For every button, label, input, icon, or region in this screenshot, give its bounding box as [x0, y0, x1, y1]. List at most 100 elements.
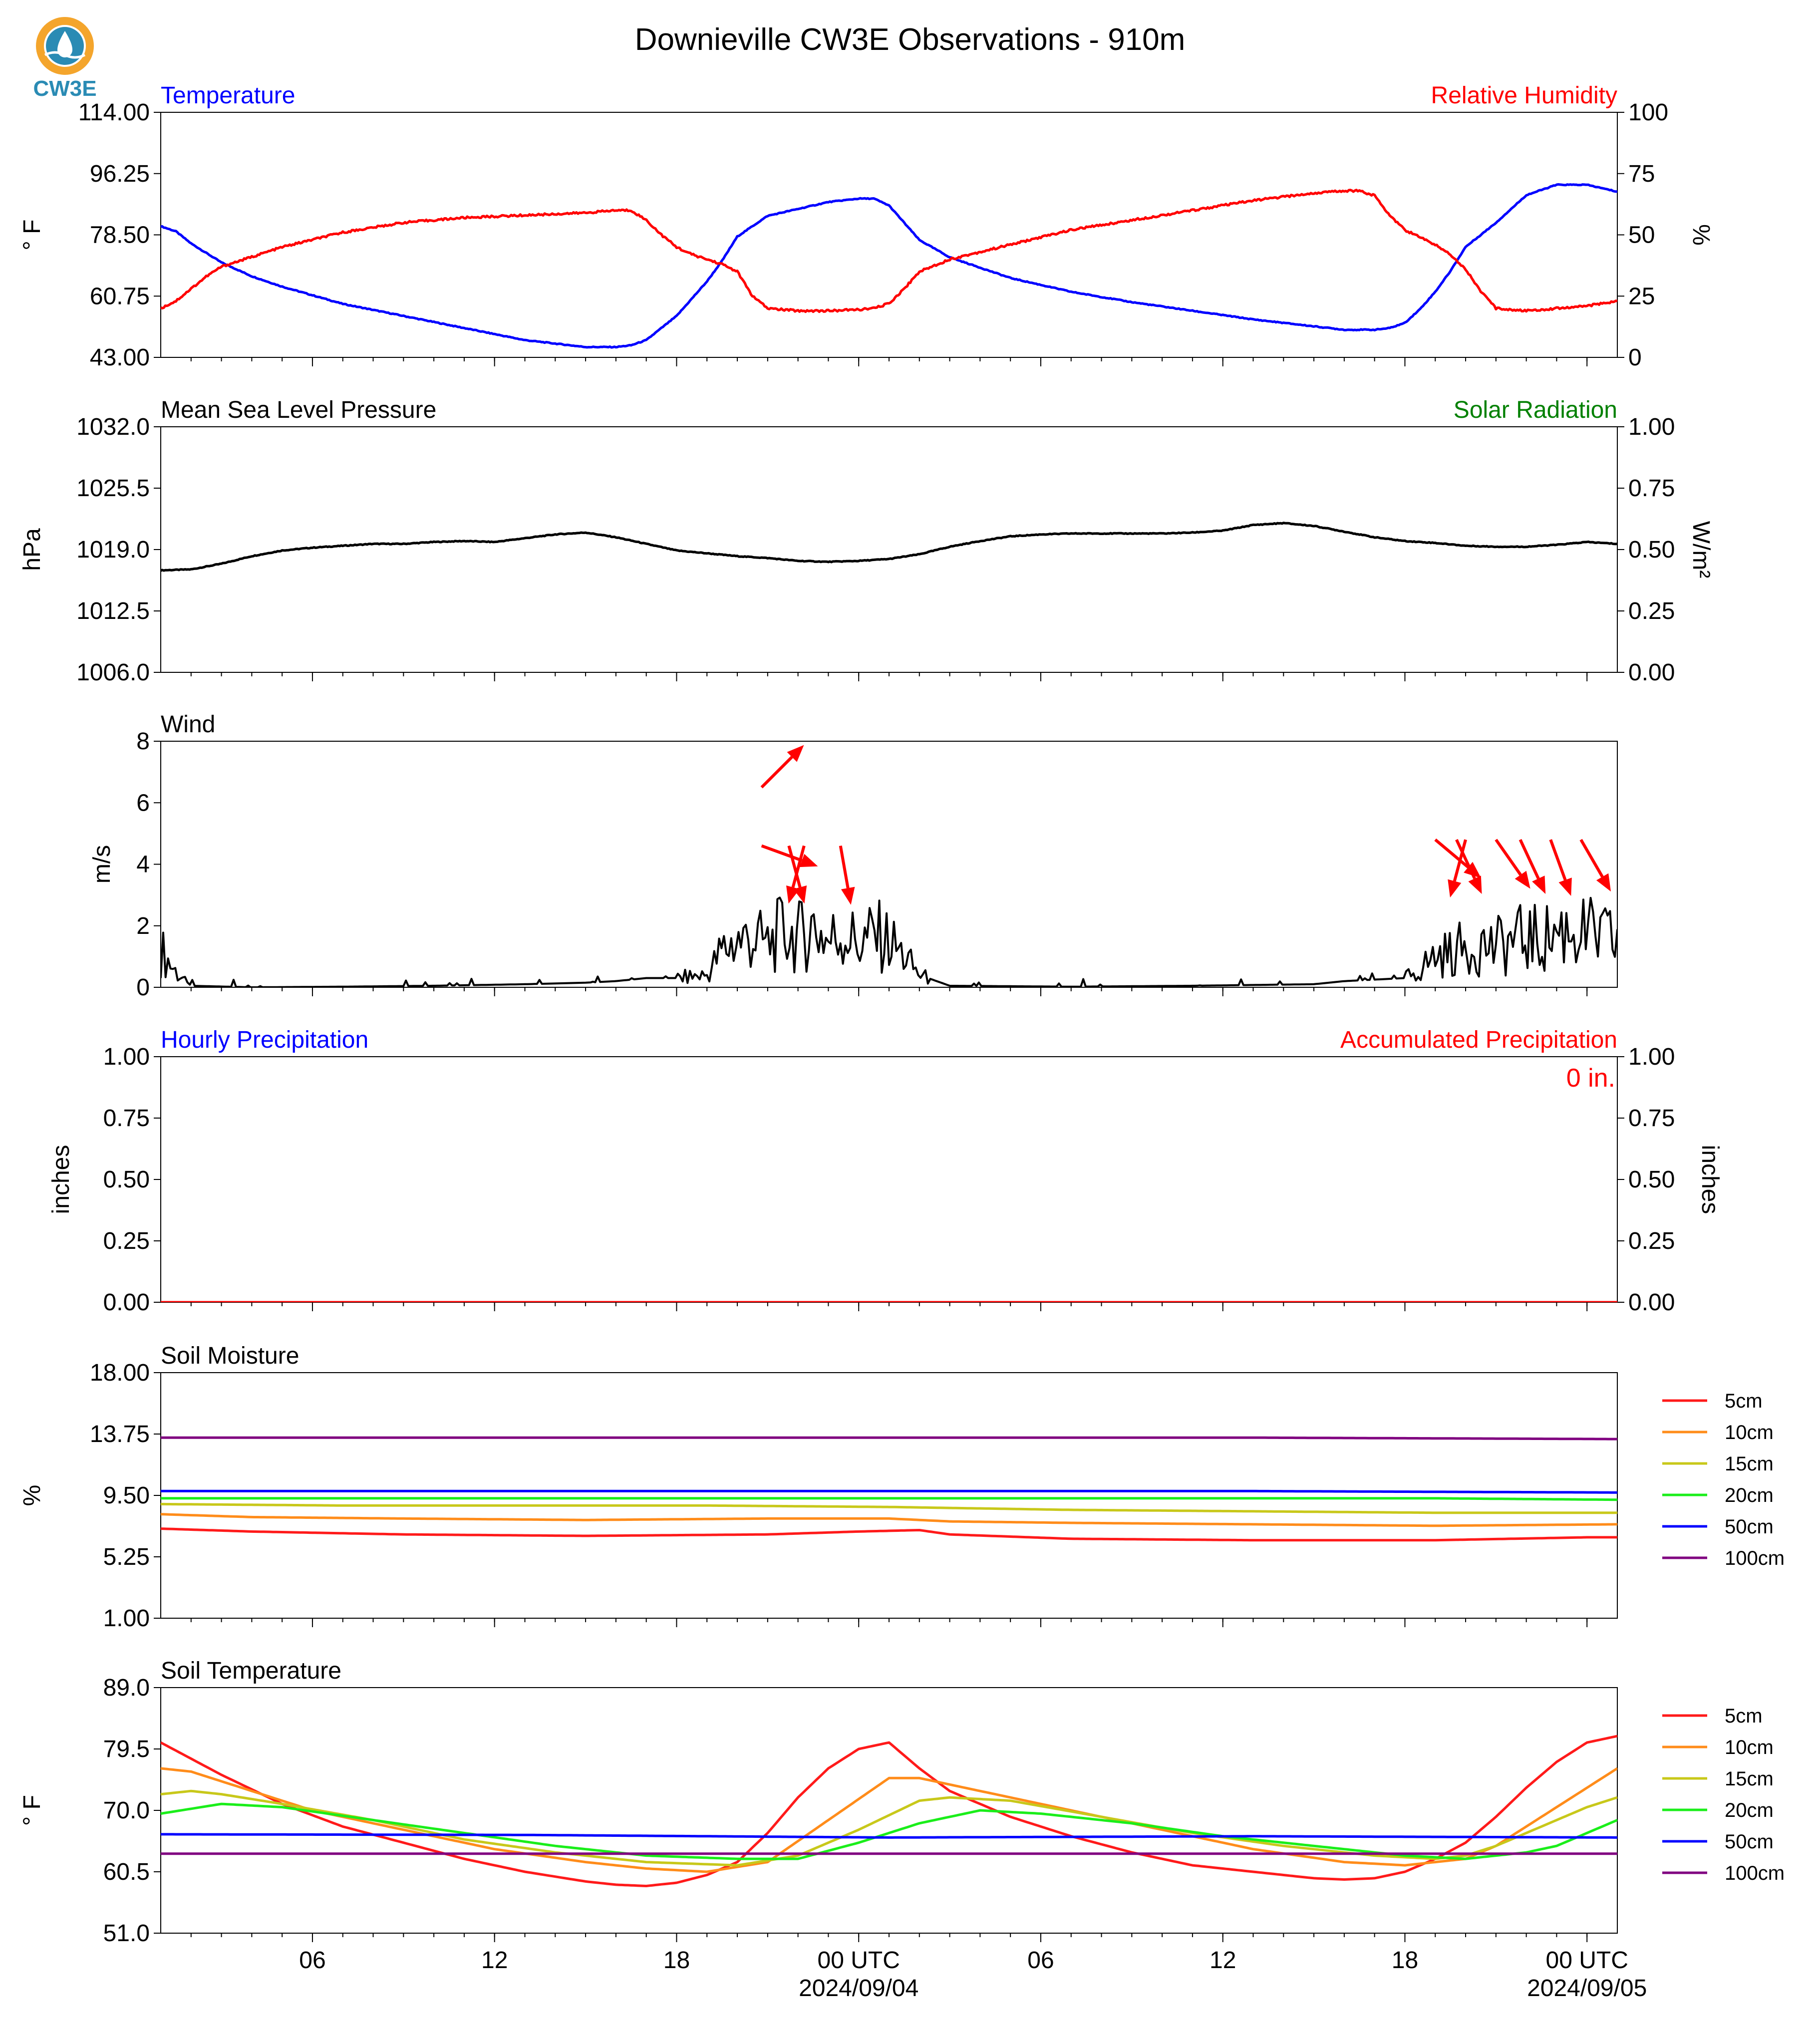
- soil_moisture-ytick-label: 18.00: [90, 1360, 150, 1386]
- precipitation-ytick-label: 0.50: [103, 1166, 150, 1193]
- wind-arrow-shaft: [760, 756, 793, 789]
- wind-arrow-shaft: [1579, 839, 1604, 878]
- wind-direction-arrows: [760, 745, 1611, 905]
- temperature-ytick-label: 96.25: [90, 161, 150, 187]
- pressure-title: Mean Sea Level Pressure: [161, 397, 436, 423]
- wind-series-group: [161, 745, 1617, 987]
- soil_moisture-series-10cm: [161, 1513, 1617, 1527]
- precipitation-ytick-label: 0.75: [103, 1105, 150, 1132]
- temperature-ytick-right-label: 50: [1628, 222, 1655, 249]
- soil_moisture-ytick-label: 9.50: [103, 1482, 150, 1509]
- temperature-ylabel: ° F: [19, 220, 45, 251]
- panel-wind: Wind 0 2 4 6 8 m/s: [89, 711, 1618, 1001]
- wind-arrow-head: [1468, 875, 1482, 894]
- soil_moisture-ytick-label: 13.75: [90, 1421, 150, 1448]
- precipitation-ylabel-right: inches: [1697, 1145, 1723, 1214]
- temperature-ytick-right-label: 75: [1628, 161, 1655, 187]
- wind-ytick-label: 6: [136, 790, 150, 816]
- wind-arrow-head: [1515, 870, 1530, 889]
- temperature-ytick-label: 43.00: [90, 344, 150, 371]
- temperature-title: Temperature: [161, 82, 295, 109]
- wind-arrow-shaft: [787, 845, 802, 888]
- soil_moisture-series-5cm: [161, 1527, 1617, 1542]
- soil_temperature-legend: 5cm 10cm 15cm 20cm 50cm 100cm: [1662, 1705, 1785, 1884]
- logo-drop-icon: [57, 31, 72, 57]
- precipitation-frame: [160, 1056, 1618, 1303]
- soil_moisture-legend-label: 10cm: [1725, 1422, 1774, 1444]
- pressure-ytick-right-label: 0.75: [1628, 475, 1675, 502]
- pressure-ytick-right-label: 0.25: [1628, 598, 1675, 624]
- wind-arrow-head: [1448, 879, 1462, 898]
- pressure-ytick-label: 1032.0: [76, 414, 150, 440]
- soil_temperature-ytick-label: 89.0: [103, 1675, 150, 1701]
- precipitation-ytick-right-label: 1.00: [1628, 1044, 1675, 1070]
- panel-pressure: Mean Sea Level Pressure Solar Radiation 10…: [19, 397, 1714, 686]
- soil_moisture-legend-label: 5cm: [1725, 1390, 1763, 1412]
- soil_moisture-legend-label: 50cm: [1725, 1516, 1774, 1538]
- temperature-ytick-right-label: 25: [1628, 283, 1655, 309]
- wind-arrow-shaft: [1453, 839, 1467, 882]
- x-tick-date: 2024/09/04: [799, 1975, 918, 2002]
- wind-arrow-head: [1558, 877, 1572, 896]
- soil_moisture-legend-label: 15cm: [1725, 1453, 1774, 1475]
- soil_temperature-legend-label: 100cm: [1725, 1862, 1785, 1884]
- soil_temperature-series-5cm: [161, 1735, 1617, 1887]
- precipitation-title: Hourly Precipitation: [161, 1027, 368, 1053]
- wind-arrow-shaft: [1549, 839, 1567, 881]
- soil_moisture-ytick-label: 1.00: [103, 1605, 150, 1632]
- wind-arrow-head: [787, 745, 804, 762]
- soil_moisture-title: Soil Moisture: [161, 1343, 299, 1369]
- x-tick-label: 12: [1210, 1947, 1236, 1974]
- wind-arrow-shaft: [839, 846, 850, 888]
- soil_temperature-ytick-label: 51.0: [103, 1920, 150, 1947]
- soil_temperature-ytick-label: 70.0: [103, 1797, 150, 1824]
- soil_moisture-series-15cm: [161, 1502, 1617, 1514]
- soil_moisture-ylabel: %: [19, 1485, 45, 1506]
- temperature-ylabel-right: %: [1688, 224, 1714, 246]
- wind-arrow-shaft: [1518, 839, 1540, 879]
- soil_temperature-frame: [160, 1687, 1618, 1934]
- temperature-ytick-label: 114.00: [78, 99, 150, 126]
- precipitation-ytick-right-label: 0.75: [1628, 1105, 1675, 1132]
- wind-arrow-head: [1532, 875, 1546, 894]
- panel-soil_temperature: Soil Temperature 51.0 60.5 70.0 79.5 89.0 ° F 5…: [19, 1658, 1785, 1947]
- temperature-title-right: Relative Humidity: [1431, 82, 1617, 109]
- pressure-ylabel: hPa: [19, 528, 45, 571]
- temperature-ytick-label: 78.50: [90, 222, 150, 249]
- pressure-series-mean-sea-level-pressure: [161, 522, 1617, 572]
- soil_temperature-legend-label: 50cm: [1725, 1831, 1774, 1853]
- wind-ytick-label: 2: [136, 913, 150, 939]
- pressure-series-group: [161, 522, 1617, 572]
- x-tick-label: 18: [1392, 1947, 1418, 1974]
- pressure-ylabel-right: W/m²: [1688, 521, 1714, 579]
- page-title: Downieville CW3E Observations - 910m: [635, 22, 1186, 57]
- x-tick-label: 18: [663, 1947, 690, 1974]
- soil_moisture-legend-label: 20cm: [1725, 1484, 1774, 1506]
- pressure-ytick-right-label: 0.00: [1628, 659, 1675, 686]
- soil_temperature-series-15cm: [161, 1789, 1617, 1867]
- panel-soil_moisture: Soil Moisture 1.00 5.25 9.50 13.75 18.00% 5cm 1…: [19, 1343, 1785, 1632]
- temperature-series-relative-humidity: [161, 189, 1617, 313]
- soil_moisture-series-group: [161, 1436, 1617, 1542]
- wind-title: Wind: [161, 711, 215, 738]
- wind-arrow-shaft: [1455, 839, 1476, 879]
- panel-precipitation: Hourly Precipitation Accumulated Precipit…: [48, 1027, 1723, 1316]
- soil_temperature-legend-label: 10cm: [1725, 1737, 1774, 1758]
- wind-arrow-shaft: [791, 845, 806, 888]
- soil_moisture-ytick-label: 5.25: [103, 1544, 150, 1570]
- temperature-frame: [160, 112, 1618, 358]
- temperature-ytick-right-label: 100: [1628, 99, 1668, 126]
- x-tick-label: 06: [1027, 1947, 1054, 1974]
- wind-ytick-label: 8: [136, 728, 150, 755]
- wind-arrow-head: [841, 886, 855, 905]
- wind-ytick-label: 4: [136, 852, 150, 878]
- temperature-ytick-right-label: 0: [1628, 344, 1642, 371]
- cw3e-logo: CW3E: [33, 17, 97, 101]
- temperature-series-group: [161, 183, 1617, 349]
- pressure-ytick-label: 1012.5: [76, 598, 150, 624]
- soil_temperature-legend-label: 15cm: [1725, 1768, 1774, 1790]
- precipitation-annotation: 0 in.: [1566, 1064, 1615, 1093]
- soil_moisture-legend-label: 100cm: [1725, 1547, 1785, 1569]
- wind-arrow-head: [1464, 862, 1482, 878]
